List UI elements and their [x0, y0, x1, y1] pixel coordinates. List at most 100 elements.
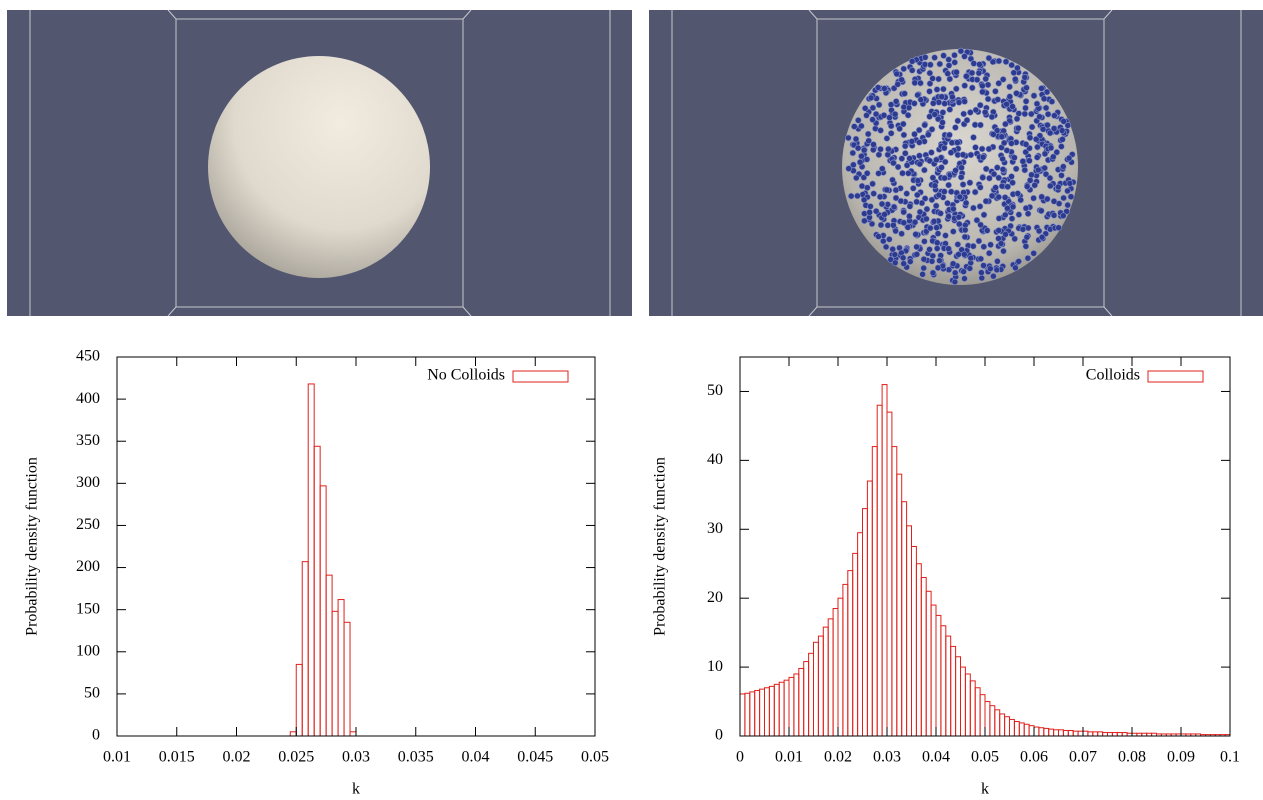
colloid	[962, 227, 968, 233]
colloid	[996, 227, 1002, 233]
x-tick-label: 0.04	[922, 749, 950, 766]
legend-label: Colloids	[1086, 367, 1140, 384]
colloid	[877, 194, 883, 200]
colloid	[994, 165, 1000, 171]
x-tick-label: 0.035	[398, 749, 434, 766]
colloid	[939, 164, 945, 170]
colloid	[912, 80, 918, 86]
colloid	[1022, 167, 1028, 173]
colloid	[910, 185, 916, 191]
colloid	[1000, 166, 1006, 172]
colloid	[969, 70, 975, 76]
colloid	[1065, 202, 1071, 208]
colloid	[871, 142, 877, 148]
bar	[916, 564, 921, 736]
x-tick-label: 0.05	[971, 749, 999, 766]
colloid	[921, 238, 927, 244]
colloid	[957, 194, 963, 200]
y-tick-label: 50	[84, 685, 100, 702]
colloid	[1020, 226, 1026, 232]
colloid	[1003, 59, 1009, 65]
colloid	[942, 101, 948, 107]
colloid	[927, 225, 933, 231]
colloid	[855, 117, 861, 123]
x-tick-label: 0.025	[278, 749, 314, 766]
colloid	[985, 82, 991, 88]
colloid	[934, 87, 940, 93]
colloid	[1059, 128, 1065, 134]
colloid	[932, 183, 938, 189]
colloid	[991, 171, 997, 177]
colloid	[989, 193, 995, 199]
colloid	[1056, 225, 1062, 231]
colloid	[878, 146, 884, 152]
colloid	[946, 57, 952, 63]
bar	[789, 677, 794, 736]
bar	[1063, 730, 1068, 736]
colloid	[1047, 183, 1053, 189]
colloid	[967, 180, 973, 186]
figure-canvas: No Colloids0501001502002503003504004500.…	[0, 0, 1263, 800]
colloid	[853, 136, 859, 142]
colloid	[885, 152, 891, 158]
x-tick-label: 0.1	[1220, 749, 1240, 766]
bar	[1010, 719, 1015, 736]
colloid	[930, 175, 936, 181]
colloid	[890, 160, 896, 166]
render-left	[7, 10, 632, 316]
bar	[843, 584, 848, 736]
colloid	[1018, 197, 1024, 203]
bar	[1073, 731, 1078, 736]
plots: No Colloids0501001502002503003504004500.…	[24, 348, 1240, 798]
colloid	[937, 258, 943, 264]
colloid	[962, 234, 968, 240]
bar	[809, 653, 814, 736]
bar	[907, 526, 912, 736]
colloid	[1061, 195, 1067, 201]
colloid	[1012, 236, 1018, 242]
colloid	[954, 140, 960, 146]
colloid	[941, 53, 947, 59]
colloid	[964, 117, 970, 123]
colloid	[981, 212, 987, 218]
colloid	[986, 250, 992, 256]
colloid	[879, 166, 885, 172]
bar	[970, 681, 975, 736]
colloid	[905, 112, 911, 118]
colloid	[1067, 180, 1073, 186]
colloid	[1002, 121, 1008, 127]
colloid	[952, 59, 958, 65]
colloid	[1013, 90, 1019, 96]
bar	[990, 706, 995, 736]
colloid	[933, 157, 939, 163]
colloid	[876, 152, 882, 158]
colloid	[914, 199, 920, 205]
bar	[326, 575, 332, 736]
colloid	[979, 146, 985, 152]
colloid	[934, 246, 940, 252]
colloid	[952, 270, 958, 276]
colloid	[1031, 195, 1037, 201]
colloid	[935, 231, 941, 237]
colloid	[1007, 94, 1013, 100]
colloid	[901, 261, 907, 267]
colloid	[1010, 104, 1016, 110]
colloid	[934, 225, 940, 231]
colloid	[1014, 65, 1020, 71]
colloid	[982, 109, 988, 115]
colloid	[943, 233, 949, 239]
colloid	[895, 81, 901, 87]
bar	[853, 553, 858, 736]
colloid	[1050, 154, 1056, 160]
colloid	[916, 153, 922, 159]
colloid	[981, 263, 987, 269]
bar	[779, 682, 784, 736]
colloid	[946, 246, 952, 252]
colloid	[1048, 145, 1054, 151]
colloid	[888, 123, 894, 129]
bar	[902, 502, 907, 736]
colloid	[973, 144, 979, 150]
y-tick-label: 10	[707, 658, 723, 675]
colloid	[890, 177, 896, 183]
bar	[760, 689, 765, 736]
